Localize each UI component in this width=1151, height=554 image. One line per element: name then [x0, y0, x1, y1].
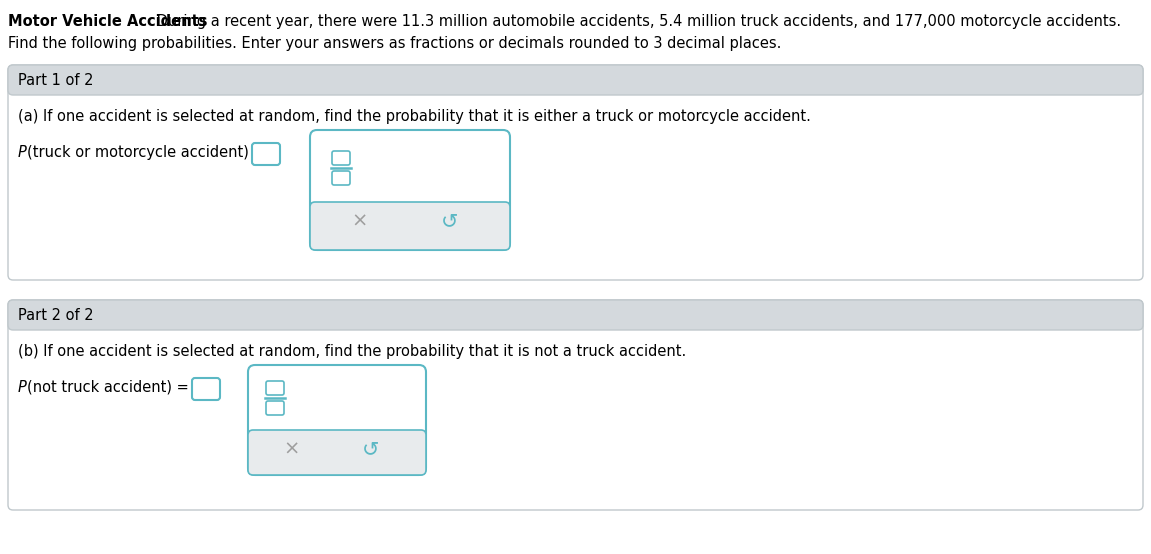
- Text: (a) If one accident is selected at random, find the probability that it is eithe: (a) If one accident is selected at rando…: [18, 109, 810, 124]
- Text: Find the following probabilities. Enter your answers as fractions or decimals ro: Find the following probabilities. Enter …: [8, 36, 782, 51]
- FancyBboxPatch shape: [247, 430, 426, 475]
- Text: (not truck accident) =: (not truck accident) =: [26, 380, 189, 395]
- Text: Part 1 of 2: Part 1 of 2: [18, 73, 93, 88]
- FancyBboxPatch shape: [8, 300, 1143, 330]
- FancyBboxPatch shape: [8, 65, 1143, 95]
- FancyBboxPatch shape: [310, 202, 510, 250]
- FancyBboxPatch shape: [310, 130, 510, 250]
- Text: ↺: ↺: [363, 439, 380, 459]
- Text: (b) If one accident is selected at random, find the probability that it is not a: (b) If one accident is selected at rando…: [18, 344, 686, 359]
- Text: Part 2 of 2: Part 2 of 2: [18, 308, 93, 323]
- Text: P: P: [18, 380, 26, 395]
- Text: Motor Vehicle Accidents: Motor Vehicle Accidents: [8, 14, 207, 29]
- FancyBboxPatch shape: [331, 171, 350, 185]
- FancyBboxPatch shape: [247, 365, 426, 475]
- FancyBboxPatch shape: [266, 401, 284, 415]
- FancyBboxPatch shape: [8, 65, 1143, 280]
- Text: ×: ×: [352, 212, 368, 231]
- Text: ×: ×: [284, 440, 300, 459]
- Text: P: P: [18, 145, 26, 160]
- FancyBboxPatch shape: [331, 151, 350, 165]
- FancyBboxPatch shape: [192, 378, 220, 400]
- FancyBboxPatch shape: [266, 381, 284, 395]
- Text: ↺: ↺: [441, 211, 459, 231]
- FancyBboxPatch shape: [252, 143, 280, 165]
- FancyBboxPatch shape: [8, 300, 1143, 510]
- Text: (truck or motorcycle accident) =: (truck or motorcycle accident) =: [26, 145, 266, 160]
- Text: During a recent year, there were 11.3 million automobile accidents, 5.4 million : During a recent year, there were 11.3 mi…: [152, 14, 1121, 29]
